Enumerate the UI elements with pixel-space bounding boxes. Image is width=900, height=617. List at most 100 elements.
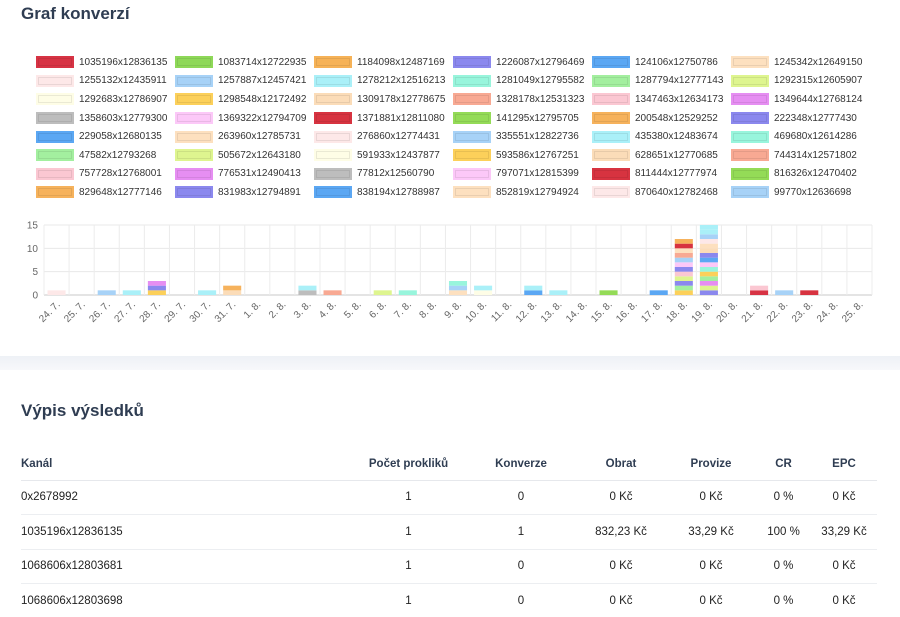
legend-item[interactable]: 1245342x12649150 (731, 56, 870, 69)
bar-segment[interactable] (448, 285, 468, 291)
bar-segment[interactable] (699, 271, 718, 277)
bar-segment[interactable] (649, 290, 668, 295)
legend-item[interactable]: 505672x12643180 (175, 149, 314, 162)
bar-segment[interactable] (699, 225, 718, 230)
bar-segment[interactable] (699, 239, 718, 244)
bar-segment[interactable] (147, 281, 166, 286)
col-header-commission[interactable]: Provize (666, 448, 756, 481)
legend-item[interactable]: 1358603x12779300 (36, 112, 175, 125)
bar-segment[interactable] (599, 290, 618, 295)
bar-segment[interactable] (323, 290, 342, 295)
legend-item[interactable]: 1369322x12794709 (175, 112, 314, 125)
bar-segment[interactable] (298, 290, 317, 295)
bar-segment[interactable] (674, 290, 693, 295)
bar-segment[interactable] (699, 229, 718, 235)
col-header-turnover[interactable]: Obrat (576, 448, 666, 481)
bar-segment[interactable] (699, 234, 718, 239)
legend-item[interactable]: 1255132x12435911 (36, 74, 175, 87)
bar-segment[interactable] (97, 290, 116, 295)
bar-segment[interactable] (524, 285, 543, 291)
legend-item[interactable]: 1184098x12487169 (314, 56, 453, 69)
legend-item[interactable]: 1349644x12768124 (731, 93, 870, 106)
legend-item[interactable]: 1257887x12457421 (175, 74, 314, 87)
legend-item[interactable]: 1281049x12795582 (453, 74, 592, 87)
legend-item[interactable]: 829648x12777146 (36, 186, 175, 199)
bar-segment[interactable] (674, 267, 693, 272)
col-header-clicks[interactable]: Počet prokliků (351, 448, 466, 481)
legend-item[interactable]: 593586x12767251 (453, 149, 592, 162)
legend-item[interactable]: 47582x12793268 (36, 149, 175, 162)
legend-item[interactable]: 1309178x12778675 (314, 93, 453, 106)
legend-item[interactable]: 1226087x12796469 (453, 56, 592, 69)
bar-segment[interactable] (775, 290, 794, 295)
bar-segment[interactable] (674, 285, 693, 291)
bar-segment[interactable] (223, 290, 242, 295)
legend-item[interactable]: 1371881x12811080 (314, 112, 453, 125)
legend-item[interactable]: 469680x12614286 (731, 130, 870, 143)
legend-item[interactable]: 229058x12680135 (36, 130, 175, 143)
bar-segment[interactable] (699, 262, 718, 267)
legend-item[interactable]: 591933x12437877 (314, 149, 453, 162)
legend-item[interactable]: 1287794x12777143 (592, 74, 731, 87)
bar-segment[interactable] (674, 276, 693, 281)
bar-segment[interactable] (699, 281, 718, 286)
legend-item[interactable]: 1328178x12531323 (453, 93, 592, 106)
legend-item[interactable]: 200548x12529252 (592, 112, 731, 125)
legend-item[interactable]: 1292683x12786907 (36, 93, 175, 106)
bar-segment[interactable] (674, 243, 693, 249)
legend-item[interactable]: 335551x12822736 (453, 130, 592, 143)
legend-item[interactable]: 1035196x12836135 (36, 56, 175, 69)
bar-segment[interactable] (448, 290, 468, 295)
legend-item[interactable]: 99770x12636698 (731, 186, 870, 199)
bar-segment[interactable] (699, 248, 718, 253)
bar-segment[interactable] (474, 290, 493, 295)
bar-segment[interactable] (674, 257, 693, 263)
col-header-epc[interactable]: EPC (811, 448, 877, 481)
bar-segment[interactable] (699, 267, 718, 272)
col-header-conversions[interactable]: Konverze (466, 448, 576, 481)
legend-item[interactable]: 263960x12785731 (175, 130, 314, 143)
bar-segment[interactable] (223, 285, 242, 291)
bar-segment[interactable] (750, 290, 769, 295)
legend-item[interactable]: 77812x12560790 (314, 167, 453, 180)
legend-item[interactable]: 831983x12794891 (175, 186, 314, 199)
bar-segment[interactable] (674, 281, 693, 286)
legend-item[interactable]: 757728x12768001 (36, 167, 175, 180)
bar-segment[interactable] (750, 285, 769, 291)
bar-segment[interactable] (122, 290, 141, 295)
col-header-cr[interactable]: CR (756, 448, 811, 481)
legend-item[interactable]: 141295x12795705 (453, 112, 592, 125)
bar-segment[interactable] (549, 290, 568, 295)
legend-item[interactable]: 276860x12774431 (314, 130, 453, 143)
bar-segment[interactable] (699, 257, 718, 263)
legend-item[interactable]: 776531x12490413 (175, 167, 314, 180)
bar-segment[interactable] (674, 262, 693, 267)
bar-segment[interactable] (198, 290, 217, 295)
col-header-channel[interactable]: Kanál (21, 448, 351, 481)
bar-segment[interactable] (674, 253, 693, 258)
bar-segment[interactable] (147, 290, 166, 295)
legend-item[interactable]: 628651x12770685 (592, 149, 731, 162)
bar-segment[interactable] (800, 290, 819, 295)
bar-segment[interactable] (47, 290, 66, 295)
bar-segment[interactable] (298, 285, 317, 291)
bar-segment[interactable] (674, 271, 693, 277)
bar-segment[interactable] (524, 290, 543, 295)
legend-item[interactable]: 816326x12470402 (731, 167, 870, 180)
bar-segment[interactable] (373, 290, 392, 295)
bar-segment[interactable] (474, 285, 493, 291)
bar-segment[interactable] (699, 285, 718, 291)
legend-item[interactable]: 124106x12750786 (592, 56, 731, 69)
legend-item[interactable]: 1278212x12516213 (314, 74, 453, 87)
bar-segment[interactable] (699, 253, 718, 258)
bar-segment[interactable] (674, 239, 693, 244)
legend-item[interactable]: 797071x12815399 (453, 167, 592, 180)
bar-segment[interactable] (699, 276, 718, 281)
bar-segment[interactable] (699, 243, 718, 249)
bar-segment[interactable] (147, 285, 166, 291)
legend-item[interactable]: 1347463x12634173 (592, 93, 731, 106)
bar-segment[interactable] (674, 248, 693, 253)
legend-item[interactable]: 435380x12483674 (592, 130, 731, 143)
legend-item[interactable]: 838194x12788987 (314, 186, 453, 199)
legend-item[interactable]: 811444x12777974 (592, 167, 731, 180)
